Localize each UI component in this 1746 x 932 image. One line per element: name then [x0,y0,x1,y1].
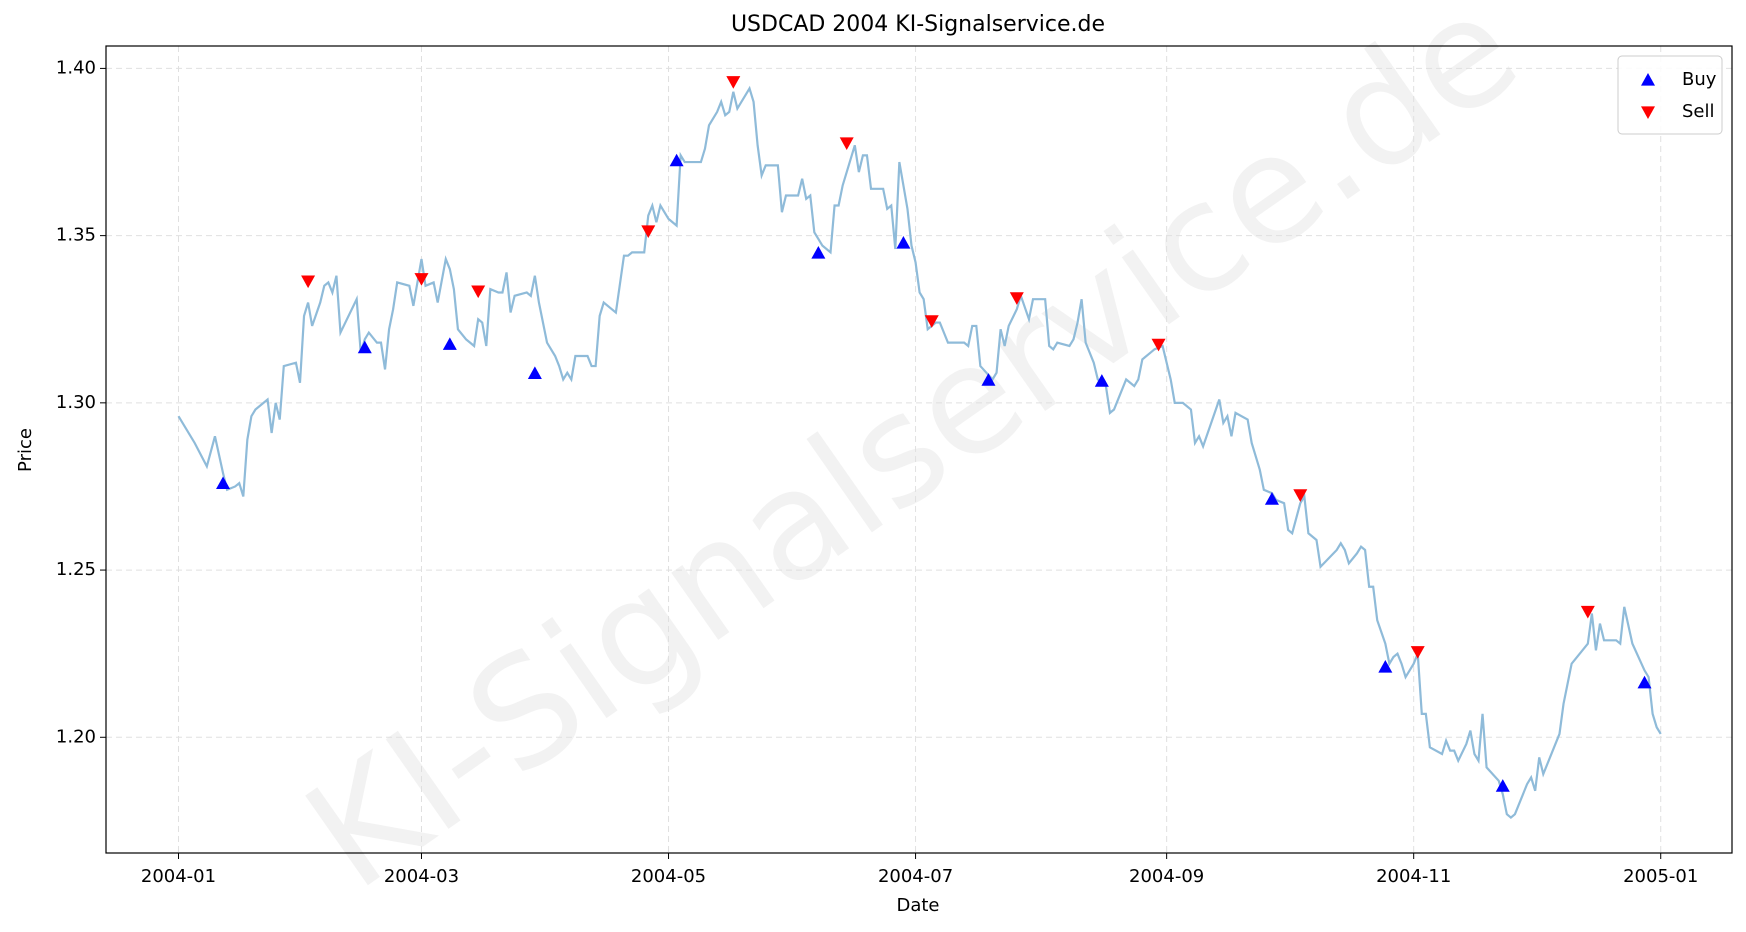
x-tick-label: 2004-07 [878,866,953,887]
x-tick-label: 2004-11 [1376,866,1451,887]
signal-marker [896,235,911,249]
plot-frame [105,45,1733,854]
signal-marker [839,137,854,150]
signal-marker [527,366,542,380]
legend-label: Sell [1682,101,1715,122]
y-tick-label: 1.30 [56,392,96,413]
signal-marker [1293,489,1308,502]
y-tick-label: 1.25 [56,559,96,580]
signal-marker [471,285,486,299]
legend-box [1617,55,1723,135]
signal-marker [442,337,457,350]
signal-marker [414,273,429,286]
signal-marker [1151,338,1166,352]
x-tick-label: 2005-01 [1623,866,1698,887]
price-line [177,85,1662,819]
signal-marker [1009,292,1024,305]
legend-marker [1641,73,1655,86]
y-tick-label: 1.35 [56,225,96,246]
x-axis-label: Date [896,895,939,916]
signal-marker [1264,492,1279,505]
x-tick-label: 2004-05 [631,866,706,887]
signal-marker [811,246,826,259]
signal-marker [216,476,231,490]
signal-marker [1580,605,1595,619]
signal-marker [1094,374,1109,387]
signal-marker [1637,675,1652,689]
watermark: KI-Signalservice.de [277,0,1548,923]
signal-marker [1378,660,1393,673]
legend-label: Buy [1682,69,1717,90]
x-tick-label: 2004-09 [1129,866,1204,887]
signal-marker [301,275,316,289]
signal-marker [726,76,741,89]
x-tick-label: 2004-01 [141,866,216,887]
y-axis-label: Price [15,428,36,472]
signal-marker [1495,779,1510,792]
chart-title: USDCAD 2004 KI-Signalservice.de [731,12,1105,37]
signal-marker [641,225,656,238]
signal-marker [1410,646,1425,659]
signal-marker [669,153,684,167]
legend-marker [1641,106,1655,119]
signal-marker [357,340,372,354]
signal-marker [981,373,996,386]
signal-marker [924,315,939,328]
y-tick-label: 1.40 [56,57,96,78]
x-tick-label: 2004-03 [384,866,459,887]
y-tick-label: 1.20 [56,726,96,747]
